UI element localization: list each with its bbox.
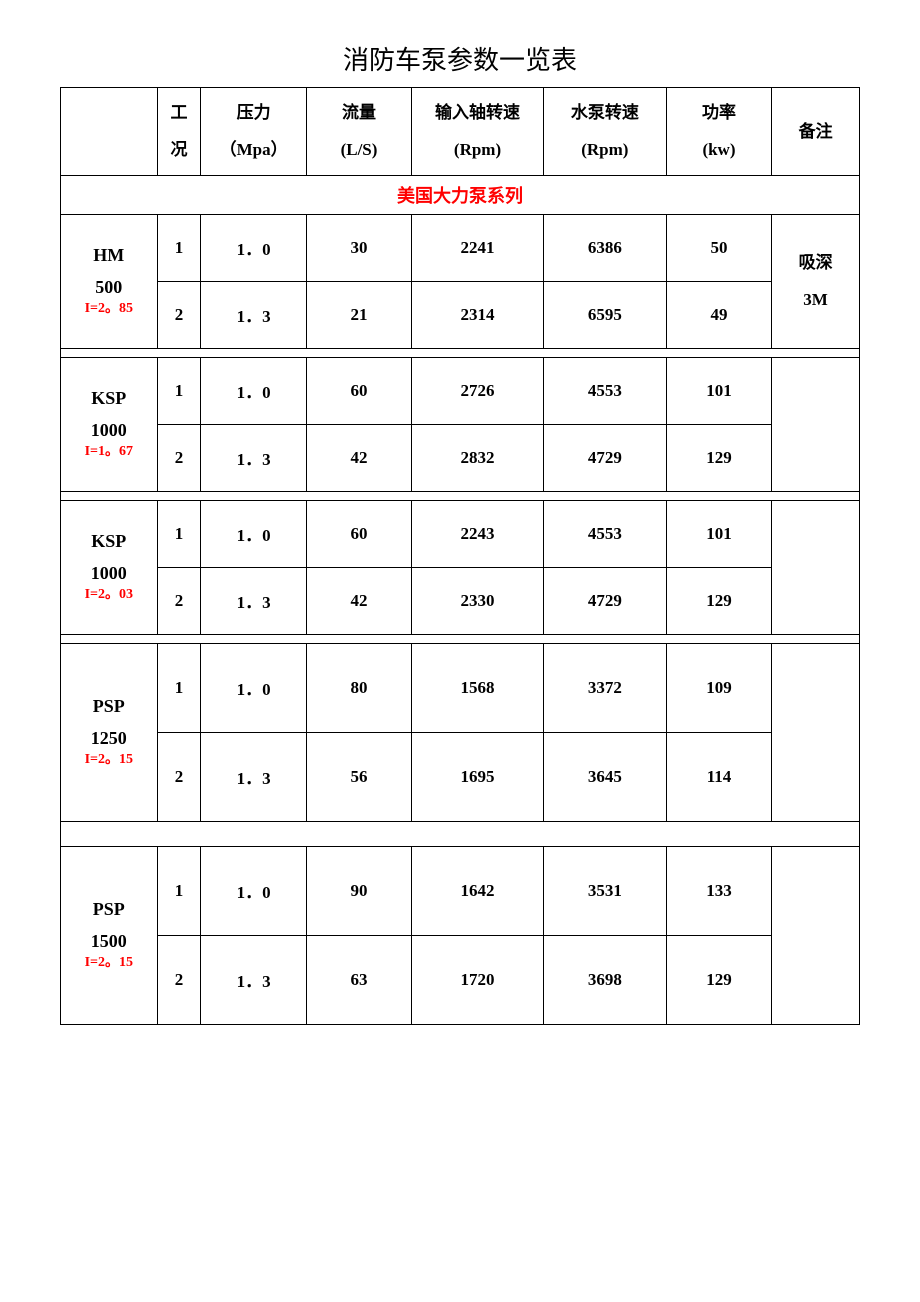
remark-cell (772, 357, 860, 491)
cell-power: 50 (666, 214, 771, 281)
column-header (61, 88, 158, 176)
cell-pressure: 1．0 (201, 214, 306, 281)
cell-power: 133 (666, 846, 771, 935)
table-row: 21．35616953645114 (61, 732, 860, 821)
cell-in_speed: 2330 (412, 567, 544, 634)
cell-power: 129 (666, 567, 771, 634)
cell-pump_speed: 3698 (543, 935, 666, 1024)
pump-parameter-table: 工况压力（Mpa）流量(L/S)输入轴转速(Rpm)水泵转速(Rpm)功率(kw… (60, 87, 860, 1025)
column-header: 功率(kw) (666, 88, 771, 176)
section-header: 美国大力泵系列 (61, 175, 860, 214)
column-header: 水泵转速(Rpm) (543, 88, 666, 176)
cell-in_speed: 2243 (412, 500, 544, 567)
cell-flow: 63 (306, 935, 411, 1024)
remark-cell: 吸深3M (772, 214, 860, 348)
page-title: 消防车泵参数一览表 (60, 40, 860, 77)
cell-pressure: 1．0 (201, 357, 306, 424)
cell-cond: 2 (157, 424, 201, 491)
cell-pump_speed: 6595 (543, 281, 666, 348)
cell-pressure: 1．3 (201, 281, 306, 348)
cell-power: 101 (666, 357, 771, 424)
cell-pump_speed: 4729 (543, 567, 666, 634)
cell-power: 109 (666, 643, 771, 732)
cell-cond: 1 (157, 846, 201, 935)
cell-pressure: 1．3 (201, 567, 306, 634)
cell-cond: 2 (157, 935, 201, 1024)
cell-pressure: 1．3 (201, 424, 306, 491)
column-header: 备注 (772, 88, 860, 176)
cell-cond: 2 (157, 567, 201, 634)
model-cell: KSP1000I=1。67 (61, 357, 158, 491)
cell-in_speed: 2832 (412, 424, 544, 491)
cell-power: 129 (666, 424, 771, 491)
cell-pump_speed: 4553 (543, 357, 666, 424)
cell-cond: 2 (157, 281, 201, 348)
column-header: 流量(L/S) (306, 88, 411, 176)
cell-power: 49 (666, 281, 771, 348)
cell-pump_speed: 4729 (543, 424, 666, 491)
table-row: 21．34228324729129 (61, 424, 860, 491)
cell-flow: 60 (306, 500, 411, 567)
column-header: 工况 (157, 88, 201, 176)
cell-flow: 21 (306, 281, 411, 348)
cell-cond: 1 (157, 643, 201, 732)
spacer-row (61, 348, 860, 357)
cell-flow: 90 (306, 846, 411, 935)
cell-pressure: 1．0 (201, 500, 306, 567)
cell-pump_speed: 6386 (543, 214, 666, 281)
cell-flow: 80 (306, 643, 411, 732)
cell-cond: 1 (157, 500, 201, 567)
cell-power: 114 (666, 732, 771, 821)
cell-in_speed: 2241 (412, 214, 544, 281)
cell-pump_speed: 3645 (543, 732, 666, 821)
cell-cond: 1 (157, 357, 201, 424)
remark-cell (772, 500, 860, 634)
cell-in_speed: 1568 (412, 643, 544, 732)
cell-flow: 60 (306, 357, 411, 424)
cell-pressure: 1．3 (201, 732, 306, 821)
remark-cell (772, 846, 860, 1024)
spacer-row (61, 491, 860, 500)
remark-cell (772, 643, 860, 821)
model-cell: PSP1500I=2。15 (61, 846, 158, 1024)
cell-power: 101 (666, 500, 771, 567)
cell-flow: 42 (306, 424, 411, 491)
model-cell: HM500I=2。85 (61, 214, 158, 348)
table-row: HM500I=2。8511．0302241638650吸深3M (61, 214, 860, 281)
table-row: KSP1000I=2。0311．06022434553101 (61, 500, 860, 567)
table-row: 21．3212314659549 (61, 281, 860, 348)
cell-cond: 1 (157, 214, 201, 281)
cell-power: 129 (666, 935, 771, 1024)
table-row: 21．36317203698129 (61, 935, 860, 1024)
cell-pump_speed: 4553 (543, 500, 666, 567)
table-row: 21．34223304729129 (61, 567, 860, 634)
table-row: PSP1500I=2。1511．09016423531133 (61, 846, 860, 935)
cell-pressure: 1．0 (201, 846, 306, 935)
cell-pump_speed: 3372 (543, 643, 666, 732)
cell-in_speed: 1695 (412, 732, 544, 821)
cell-pump_speed: 3531 (543, 846, 666, 935)
table-row: KSP1000I=1。6711．06027264553101 (61, 357, 860, 424)
cell-flow: 30 (306, 214, 411, 281)
cell-flow: 56 (306, 732, 411, 821)
table-row: PSP1250I=2。1511．08015683372109 (61, 643, 860, 732)
cell-pressure: 1．3 (201, 935, 306, 1024)
cell-flow: 42 (306, 567, 411, 634)
column-header: 输入轴转速(Rpm) (412, 88, 544, 176)
cell-in_speed: 1642 (412, 846, 544, 935)
spacer-row (61, 634, 860, 643)
cell-cond: 2 (157, 732, 201, 821)
cell-in_speed: 2726 (412, 357, 544, 424)
model-cell: PSP1250I=2。15 (61, 643, 158, 821)
column-header: 压力（Mpa） (201, 88, 306, 176)
cell-pressure: 1．0 (201, 643, 306, 732)
model-cell: KSP1000I=2。03 (61, 500, 158, 634)
cell-in_speed: 1720 (412, 935, 544, 1024)
cell-in_speed: 2314 (412, 281, 544, 348)
spacer-row (61, 821, 860, 846)
